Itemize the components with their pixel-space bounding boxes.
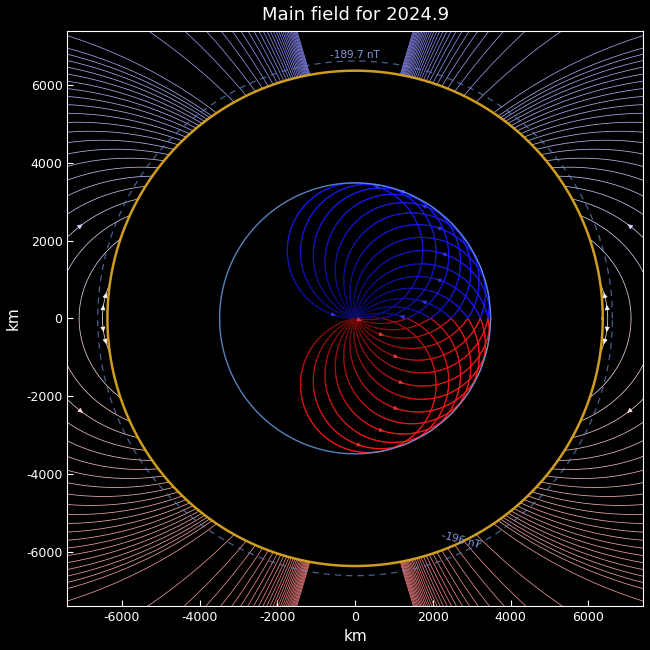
Title: Main field for 2024.9: Main field for 2024.9 [261,6,448,23]
X-axis label: km: km [343,629,367,644]
Text: -189.7 nT: -189.7 nT [330,51,380,60]
Y-axis label: km: km [6,306,21,330]
Text: -196 nT: -196 nT [441,530,482,550]
